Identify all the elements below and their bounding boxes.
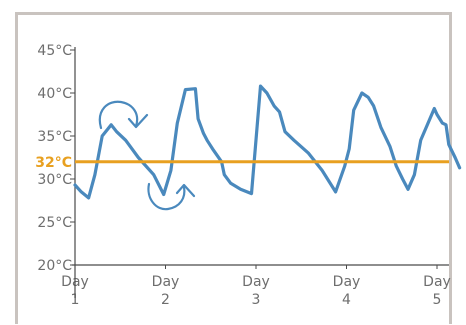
counterclockwise-arrowhead-icon	[175, 183, 196, 198]
series-layer	[73, 84, 462, 200]
reference-line-layer: 32°C	[35, 155, 449, 171]
annotations	[98, 100, 196, 211]
axes	[72, 47, 449, 298]
x-tick-label-line1: Day	[152, 274, 180, 290]
chart-frame	[15, 12, 452, 324]
x-tick-label-line1: Day	[333, 274, 361, 290]
y-tick-label: 35°C	[37, 129, 72, 145]
x-tick-label-line2: 5	[433, 292, 442, 308]
x-tick-label-line1: Day	[423, 274, 451, 290]
temperature-series-line	[73, 84, 462, 200]
y-tick-label: 25°C	[37, 215, 72, 231]
reference-line-label: 32°C	[35, 155, 72, 171]
clockwise-arrow-icon	[98, 100, 139, 130]
clockwise-arrowhead-icon	[127, 113, 149, 129]
y-tick-label: 45°C	[37, 43, 72, 59]
y-tick-label: 30°C	[37, 172, 72, 188]
x-tick-label-line2: 2	[161, 292, 170, 308]
x-tick-label-line2: 3	[252, 292, 261, 308]
y-tick-label: 20°C	[37, 258, 72, 274]
x-tick-label-line2: 4	[342, 292, 351, 308]
y-tick-label: 40°C	[37, 86, 72, 102]
counterclockwise-arrow-icon	[147, 182, 186, 211]
x-tick-label-line1: Day	[242, 274, 270, 290]
x-tick-label-line2: 1	[71, 292, 80, 308]
y-axis-ticks: 45°C 40°C 35°C 30°C 25°C 20°C	[37, 43, 75, 274]
